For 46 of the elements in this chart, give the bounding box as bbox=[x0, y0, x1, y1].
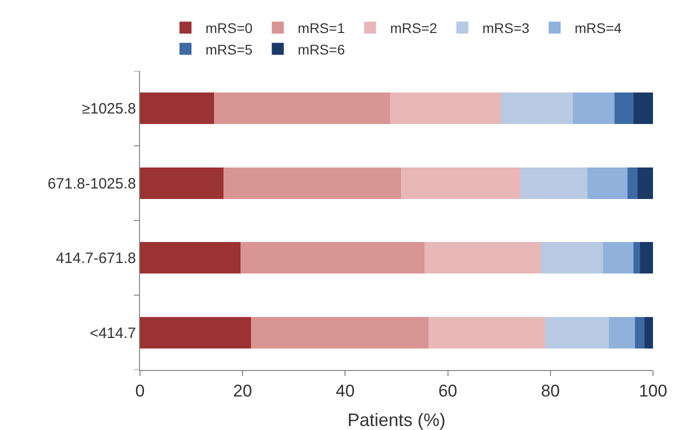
y-tick-label: ≥1025.8 bbox=[82, 100, 136, 118]
bar bbox=[627, 167, 638, 199]
bar bbox=[634, 92, 653, 124]
y-tick-label: 671.8-1025.8 bbox=[48, 175, 136, 192]
bar bbox=[501, 92, 573, 124]
legend-label: mRS=3 bbox=[482, 20, 530, 36]
bar bbox=[390, 92, 502, 124]
legend-label: mRS=4 bbox=[574, 20, 622, 36]
legend-label: mRS=0 bbox=[206, 20, 253, 36]
x-tick-label: 60 bbox=[438, 381, 458, 400]
x-tick-label: 20 bbox=[233, 381, 252, 400]
bar bbox=[572, 92, 615, 124]
bar bbox=[224, 167, 402, 199]
bar bbox=[140, 92, 214, 124]
bar bbox=[401, 167, 521, 199]
bar bbox=[634, 242, 640, 274]
bar bbox=[541, 242, 604, 274]
bar bbox=[608, 316, 636, 348]
bar bbox=[428, 316, 545, 348]
bar bbox=[424, 242, 542, 274]
bar bbox=[544, 316, 609, 348]
bar bbox=[250, 316, 428, 348]
legend-label: mRS=1 bbox=[298, 20, 346, 36]
y-tick-label: <414.7 bbox=[90, 324, 136, 342]
bar bbox=[214, 92, 390, 124]
legend-label: mRS=2 bbox=[390, 20, 438, 36]
y-tick-label: 414.7-671.8 bbox=[56, 250, 136, 268]
bar bbox=[140, 167, 224, 199]
bar bbox=[240, 242, 425, 274]
bar bbox=[638, 167, 653, 199]
x-tick-label: 80 bbox=[540, 381, 560, 400]
bar bbox=[587, 167, 628, 199]
bar bbox=[140, 316, 251, 348]
x-tick-label: 40 bbox=[336, 381, 355, 400]
legend-label: mRS=6 bbox=[298, 41, 346, 58]
x-axis-title: Patients (%) bbox=[347, 410, 446, 430]
bar bbox=[635, 316, 644, 348]
bar bbox=[640, 242, 653, 274]
bar bbox=[614, 92, 634, 124]
x-tick-label: 0 bbox=[135, 381, 145, 400]
bar bbox=[140, 242, 241, 274]
bar bbox=[644, 316, 653, 348]
bar bbox=[603, 242, 634, 274]
x-tick-label: 100 bbox=[638, 381, 668, 400]
bar bbox=[520, 167, 588, 199]
legend-label: mRS=5 bbox=[206, 41, 253, 58]
